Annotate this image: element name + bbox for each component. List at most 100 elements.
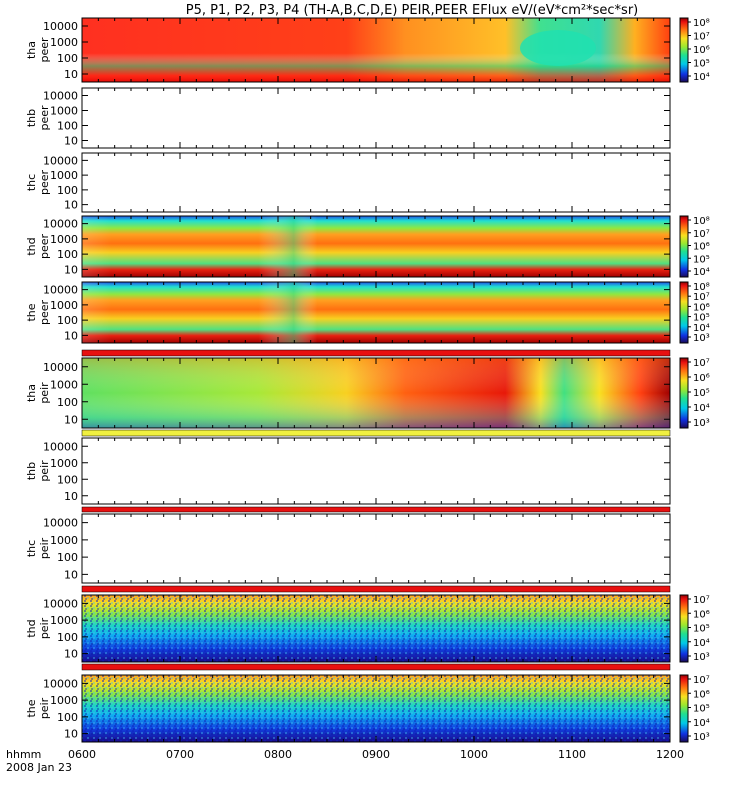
spectrogram-overlay bbox=[82, 216, 670, 277]
y-tick-label: 1000 bbox=[50, 233, 78, 246]
y-tick-label: 1000 bbox=[50, 169, 78, 182]
panel-probe-label: thd bbox=[25, 619, 38, 637]
panel-probe-label: thc bbox=[25, 174, 38, 191]
colorbar-tick-label: 10³ bbox=[693, 418, 710, 429]
plot-title: P5, P1, P2, P3, P4 (TH-A,B,C,D,E) PEIR,P… bbox=[186, 3, 639, 18]
date-label: 2008 Jan 23 bbox=[6, 761, 72, 774]
colorbar-tick-label: 10⁸ bbox=[693, 216, 710, 227]
colorbar-tick-label: 10⁴ bbox=[693, 638, 710, 649]
colorbar-tick-label: 10⁷ bbox=[693, 32, 710, 43]
panel-probe-label: the bbox=[25, 699, 38, 717]
y-tick-label: 10000 bbox=[43, 284, 78, 297]
colorbar-tick-label: 10³ bbox=[693, 333, 710, 344]
mode-indicator-bar bbox=[81, 429, 671, 437]
colorbar-tha-peir bbox=[679, 357, 689, 429]
colorbar-tick-label: 10⁶ bbox=[693, 609, 710, 620]
y-tick-label: 10000 bbox=[43, 597, 78, 610]
y-tick-label: 1000 bbox=[50, 36, 78, 49]
colorbar-tick-label: 10⁸ bbox=[693, 282, 710, 293]
x-tick-label: 0600 bbox=[68, 748, 96, 761]
empty-panel-area bbox=[82, 153, 670, 212]
y-tick-label: 1000 bbox=[50, 614, 78, 627]
panel-species-label: peir bbox=[38, 617, 51, 639]
spectrogram-overlay bbox=[82, 595, 670, 662]
colorbar-tick-label: 10⁵ bbox=[693, 59, 710, 70]
colorbar-tick-label: 10⁷ bbox=[693, 675, 710, 686]
y-tick-label: 1000 bbox=[50, 105, 78, 118]
panel-probe-label: thd bbox=[25, 237, 38, 255]
x-tick-label: 1200 bbox=[656, 748, 684, 761]
colorbar-tick-label: 10⁶ bbox=[693, 689, 710, 700]
spectrogram-overlay bbox=[82, 358, 670, 428]
panel-species-label: peir bbox=[38, 382, 51, 404]
mode-indicator-bar bbox=[81, 349, 671, 357]
colorbar-tick-label: 10⁴ bbox=[693, 403, 710, 414]
colorbar-tick-label: 10⁶ bbox=[693, 302, 710, 313]
y-tick-label: 10 bbox=[64, 68, 78, 81]
y-tick-label: 10 bbox=[64, 413, 78, 426]
y-tick-label: 100 bbox=[57, 120, 78, 133]
x-tick-label: 0700 bbox=[166, 748, 194, 761]
y-tick-label: 10 bbox=[64, 648, 78, 661]
empty-panel-area bbox=[82, 88, 670, 148]
x-tick-label: 1100 bbox=[558, 748, 586, 761]
y-tick-label: 1000 bbox=[50, 534, 78, 547]
y-tick-label: 100 bbox=[57, 52, 78, 65]
panel-probe-label: thb bbox=[25, 109, 38, 127]
y-tick-label: 10 bbox=[64, 568, 78, 581]
colorbar-tick-label: 10⁷ bbox=[693, 229, 710, 240]
colorbar-tha-peer bbox=[679, 17, 689, 83]
spectrogram-feature bbox=[520, 30, 596, 66]
y-tick-label: 10000 bbox=[43, 218, 78, 231]
mode-indicator-bar bbox=[81, 506, 671, 513]
colorbar-tick-label: 10⁴ bbox=[693, 72, 710, 83]
y-tick-label: 100 bbox=[57, 631, 78, 644]
colorbar-tick-label: 10⁷ bbox=[693, 358, 710, 369]
panel-thd-peir: 10 100 1000 10000 thd peir 10³ 10⁴ 10⁵ 10⁶ 10⁷ bbox=[25, 594, 710, 663]
colorbar-tick-label: 10⁵ bbox=[693, 388, 710, 399]
spectrogram-overlay bbox=[82, 282, 670, 343]
colorbar-tick-label: 10⁶ bbox=[693, 45, 710, 56]
colorbar-tick-label: 10⁴ bbox=[693, 718, 710, 729]
y-tick-label: 100 bbox=[57, 551, 78, 564]
spectrogram-overlay bbox=[82, 675, 670, 742]
y-tick-label: 1000 bbox=[50, 457, 78, 470]
panel-probe-label: thb bbox=[25, 462, 38, 480]
panel-species-label: peer bbox=[38, 170, 51, 196]
x-tick-label: 0800 bbox=[264, 748, 292, 761]
y-tick-label: 1000 bbox=[50, 378, 78, 391]
y-tick-label: 10000 bbox=[43, 517, 78, 530]
y-tick-label: 10000 bbox=[43, 20, 78, 33]
colorbar-tick-label: 10⁷ bbox=[693, 595, 710, 606]
time-axis: 0600 0700 0800 0900 1000 1100 1200 bbox=[68, 748, 684, 761]
x-tick-label: 1000 bbox=[460, 748, 488, 761]
colorbar-thd-peer bbox=[679, 215, 689, 278]
panel-species-label: peir bbox=[38, 697, 51, 719]
empty-panel-area bbox=[82, 514, 670, 583]
y-tick-label: 10 bbox=[64, 490, 78, 503]
y-tick-label: 10 bbox=[64, 199, 78, 212]
y-tick-label: 100 bbox=[57, 711, 78, 724]
empty-panel-area bbox=[82, 438, 670, 504]
y-tick-label: 10000 bbox=[43, 361, 78, 374]
colorbar-tick-label: 10⁶ bbox=[693, 373, 710, 384]
panel-probe-label: the bbox=[25, 303, 38, 321]
y-tick-label: 1000 bbox=[50, 694, 78, 707]
colorbar-tick-label: 10³ bbox=[693, 732, 710, 743]
panel-probe-label: thc bbox=[25, 540, 38, 557]
colorbar-tick-label: 10⁵ bbox=[693, 313, 710, 324]
panel-tha-peir: 10 100 1000 10000 tha peir 10³ 10⁴ 10⁵ 10⁶ 10⁷ bbox=[25, 357, 710, 429]
panel-species-label: peer bbox=[38, 234, 51, 260]
y-tick-label: 10000 bbox=[43, 90, 78, 103]
panel-thb-peer: 10 100 1000 10000 thb peer bbox=[25, 87, 671, 149]
panel-probe-label: tha bbox=[25, 384, 38, 402]
y-tick-label: 10000 bbox=[43, 440, 78, 453]
panel-species-label: peir bbox=[38, 460, 51, 482]
panel-thb-peir: 10 100 1000 10000 thb peir bbox=[25, 437, 671, 505]
panel-thc-peer: 10 100 1000 10000 thc peer bbox=[25, 152, 671, 213]
y-tick-label: 1000 bbox=[50, 299, 78, 312]
colorbar-tick-label: 10⁶ bbox=[693, 242, 710, 253]
